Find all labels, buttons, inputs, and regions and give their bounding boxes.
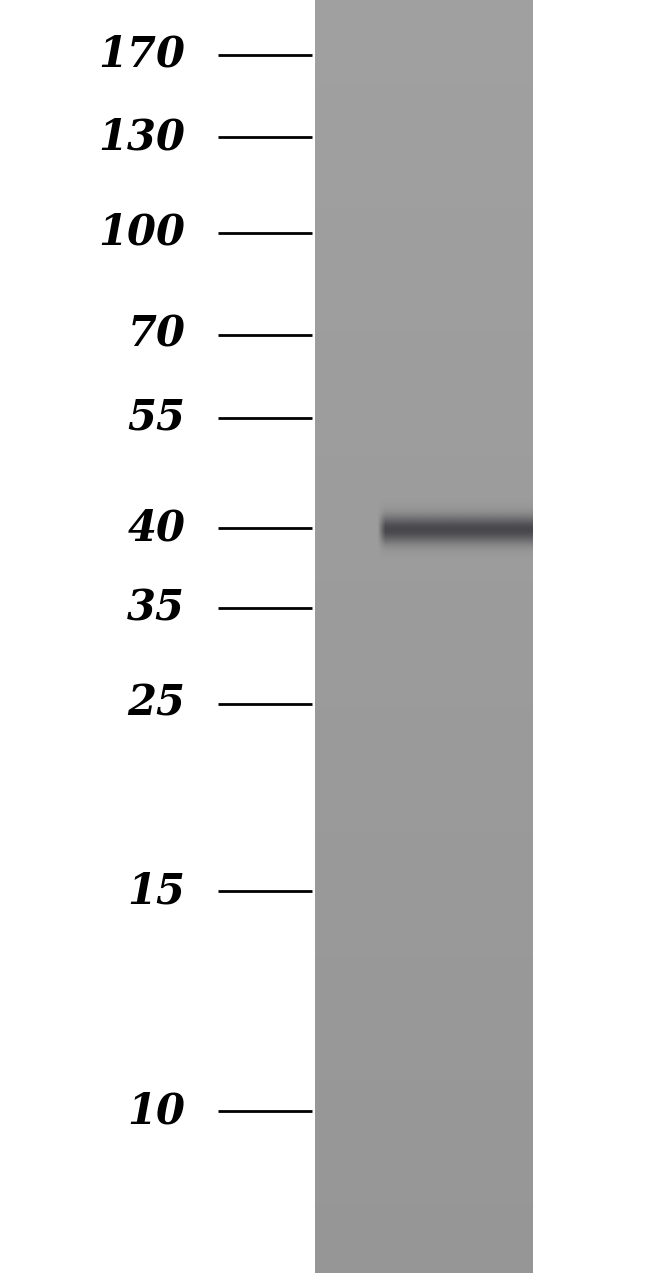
- Text: 170: 170: [98, 34, 185, 75]
- Text: 70: 70: [127, 314, 185, 355]
- Text: 100: 100: [98, 213, 185, 253]
- Bar: [315, 0, 533, 1273]
- Text: 35: 35: [127, 588, 185, 629]
- Text: 15: 15: [127, 871, 185, 911]
- Text: 10: 10: [127, 1091, 185, 1132]
- Text: 25: 25: [127, 684, 185, 724]
- Text: 40: 40: [127, 508, 185, 549]
- Text: 55: 55: [127, 397, 185, 438]
- Text: 130: 130: [98, 117, 185, 158]
